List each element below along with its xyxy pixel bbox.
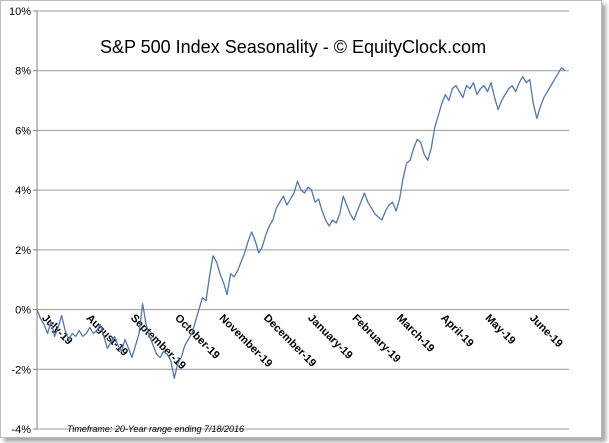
chart-footnote: Timeframe: 20-Year range ending 7/18/201… bbox=[67, 424, 244, 434]
gridlines bbox=[33, 10, 569, 430]
x-month-label: March-19 bbox=[394, 312, 437, 355]
series-line bbox=[36, 67, 566, 379]
x-month-label: August-19 bbox=[84, 312, 131, 359]
y-tick-label: -2% bbox=[11, 364, 31, 376]
y-tick-label: 6% bbox=[15, 125, 31, 137]
x-month-label: April-19 bbox=[438, 312, 475, 349]
chart-title: S&P 500 Index Seasonality - © EquityCloc… bbox=[100, 37, 486, 57]
y-tick-label: 10% bbox=[9, 6, 31, 18]
x-month-label: May-19 bbox=[483, 312, 518, 347]
x-month-label: June-19 bbox=[527, 312, 565, 350]
y-tick-label: 4% bbox=[15, 185, 31, 197]
line-chart: -4% -2% 0% 2% 4% 6% 8% 10% July-19 August-19Sept… bbox=[9, 6, 569, 436]
y-tick-label: 2% bbox=[15, 245, 31, 257]
x-month-labels: July-19 August-19September-19October-19No… bbox=[39, 312, 565, 372]
y-tick-labels: -4% -2% 0% 2% 4% 6% 8% 10% bbox=[9, 6, 31, 436]
y-tick-label: -4% bbox=[11, 424, 31, 436]
y-tick-label: 8% bbox=[15, 66, 31, 78]
chart-frame: -4% -2% 0% 2% 4% 6% 8% 10% July-19 August-19 Sept… bbox=[0, 0, 602, 438]
y-tick-label: 0% bbox=[15, 305, 31, 317]
